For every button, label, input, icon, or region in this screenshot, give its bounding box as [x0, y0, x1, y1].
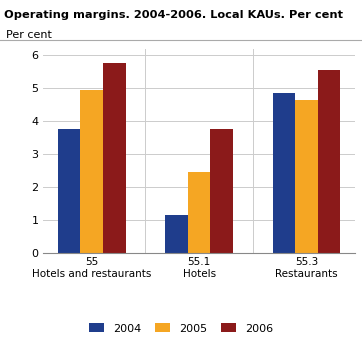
- Text: Operating margins. 2004-2006. Local KAUs. Per cent: Operating margins. 2004-2006. Local KAUs…: [4, 10, 342, 20]
- Bar: [103, 64, 126, 253]
- Text: Per cent: Per cent: [6, 31, 52, 40]
- Bar: [188, 172, 210, 253]
- Bar: [80, 90, 103, 253]
- Bar: [273, 93, 295, 253]
- Legend: 2004, 2005, 2006: 2004, 2005, 2006: [84, 319, 278, 338]
- Bar: [295, 100, 318, 253]
- Bar: [58, 129, 80, 253]
- Bar: [165, 215, 188, 253]
- Bar: [210, 129, 233, 253]
- Bar: [318, 70, 340, 253]
